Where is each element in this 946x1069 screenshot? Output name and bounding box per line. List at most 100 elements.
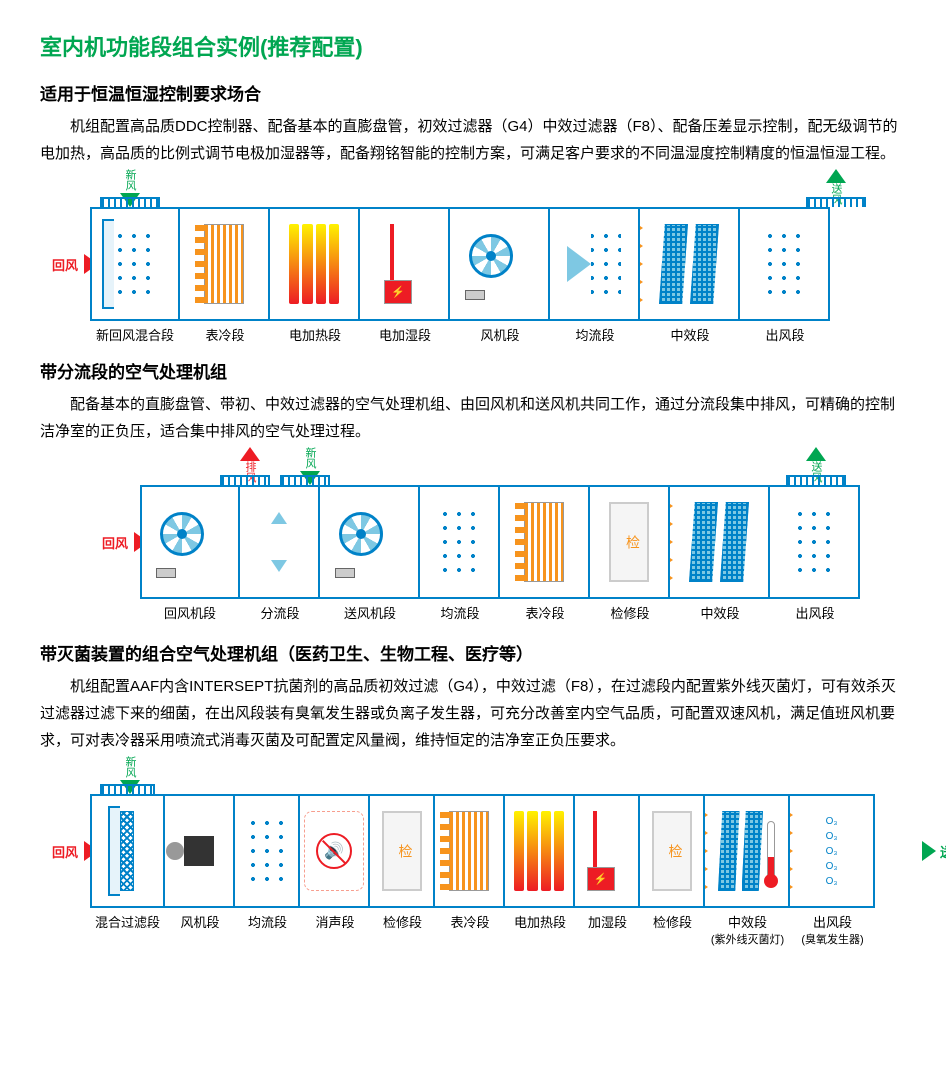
segment-inner xyxy=(92,796,163,906)
segment-box xyxy=(640,207,740,321)
segment-sublabel: (紫外线灭菌灯) xyxy=(705,931,790,947)
silencer-icon xyxy=(316,833,352,869)
segment-box xyxy=(435,794,505,908)
segment-box xyxy=(140,485,240,599)
segment-label: 中效段(紫外线灭菌灯) xyxy=(705,912,790,947)
segment-label: 电加热段 xyxy=(505,912,575,947)
prefilter-icon xyxy=(120,811,134,891)
segment-box xyxy=(640,794,705,908)
fan-icon xyxy=(160,512,220,572)
segment-box xyxy=(235,794,300,908)
supply-air-label-3: 送风 xyxy=(940,842,946,861)
segment-inner xyxy=(770,487,858,597)
supply-air-arrow-icon-2 xyxy=(806,447,826,461)
segment-inner xyxy=(142,487,238,597)
cooling-coil-icon xyxy=(449,811,489,891)
segment-inner xyxy=(505,796,573,906)
access-door-icon xyxy=(652,811,692,891)
segment-box xyxy=(300,794,370,908)
segment-box xyxy=(740,207,830,321)
supply-vent-icon-2 xyxy=(786,475,846,485)
airflow-dots-icon xyxy=(242,811,292,891)
segment-label: 表冷段 xyxy=(180,325,270,344)
fresh-air-label-2: 新风 xyxy=(304,447,316,471)
segment-label: 中效段 xyxy=(640,325,740,344)
diverge-icon xyxy=(259,512,299,572)
segment-inner xyxy=(165,796,233,906)
fresh-air-label: 新风 xyxy=(124,169,136,193)
segment-inner xyxy=(92,209,178,319)
diagram2-sections xyxy=(140,485,876,599)
segment-label: 均流段 xyxy=(550,325,640,344)
segment-box xyxy=(575,794,640,908)
inlet-icon xyxy=(108,806,120,896)
fan-icon xyxy=(339,512,399,572)
segment-label: 出风段(臭氧发生器) xyxy=(790,912,875,947)
cooling-coil-icon xyxy=(204,224,244,304)
segment-box xyxy=(590,485,670,599)
segment-inner xyxy=(235,796,298,906)
heater-icon xyxy=(289,224,339,304)
uv-lamp-icon xyxy=(767,821,775,881)
section3-title: 带灭菌装置的组合空气处理机组（医药卫生、生物工程、医疗等） xyxy=(40,640,906,665)
segment-label: 检修段 xyxy=(640,912,705,947)
fresh-air-label-3: 新风 xyxy=(124,756,136,780)
flow-arrow-icon xyxy=(567,246,591,282)
segment-label: 检修段 xyxy=(590,603,670,622)
airflow-dots-icon xyxy=(759,224,809,304)
segment-inner xyxy=(500,487,588,597)
diagram-2: 排风 新风 送风 回风 回风机段分流段送风机段均流段表冷段检修段中效段出风段 xyxy=(90,485,876,622)
ozone-icon: O₃O₃O₃O₃O₃ xyxy=(826,816,838,887)
segment-label: 新回风混合段 xyxy=(90,325,180,344)
segment-inner xyxy=(240,487,318,597)
humidifier-icon xyxy=(587,811,627,891)
cooling-coil-icon xyxy=(524,502,564,582)
segment-box xyxy=(90,207,180,321)
exhaust-arrow-icon xyxy=(240,447,260,461)
segment-label: 电加热段 xyxy=(270,325,360,344)
segment-inner xyxy=(590,487,668,597)
heater-icon xyxy=(514,811,564,891)
segment-inner xyxy=(705,796,788,906)
segment-inner xyxy=(550,209,638,319)
segment-inner xyxy=(450,209,548,319)
airflow-dots-icon xyxy=(789,502,839,582)
segment-box xyxy=(420,485,500,599)
segment-label: 表冷段 xyxy=(500,603,590,622)
segment-box xyxy=(450,207,550,321)
supply-air-arrow-icon xyxy=(826,169,846,183)
segment-label: 均流段 xyxy=(235,912,300,947)
filter-icon xyxy=(659,224,719,304)
segment-box xyxy=(505,794,575,908)
segment-label: 检修段 xyxy=(370,912,435,947)
supply-vent-icon xyxy=(806,197,866,207)
section1-title: 适用于恒温恒湿控制要求场合 xyxy=(40,80,906,105)
uv-arrows-icon xyxy=(670,497,675,587)
segment-inner xyxy=(640,209,738,319)
segment-box xyxy=(165,794,235,908)
segment-label: 出风段 xyxy=(740,325,830,344)
segment-inner xyxy=(575,796,638,906)
segment-inner xyxy=(435,796,503,906)
segment-box xyxy=(500,485,590,599)
segment-inner xyxy=(300,796,368,906)
section1-desc: 机组配置高品质DDC控制器、配备基本的直膨盘管，初效过滤器（G4）中效过滤器（F… xyxy=(40,113,906,167)
segment-inner xyxy=(370,796,433,906)
segment-inner xyxy=(670,487,768,597)
segment-box xyxy=(370,794,435,908)
segment-label: 混合过滤段 xyxy=(90,912,165,947)
segment-box xyxy=(180,207,270,321)
uv-arrows-icon xyxy=(790,806,795,896)
segment-label: 均流段 xyxy=(420,603,500,622)
segment-box: O₃O₃O₃O₃O₃ xyxy=(790,794,875,908)
segment-inner xyxy=(640,796,703,906)
supply-air-arrow-icon-3 xyxy=(922,841,936,861)
segment-box xyxy=(360,207,450,321)
segment-label: 加湿段 xyxy=(575,912,640,947)
section3-desc: 机组配置AAF内含INTERSEPT抗菌剂的高品质初效过滤（G4），中效过滤（F… xyxy=(40,673,906,754)
fresh-vent-icon-2 xyxy=(280,475,330,485)
access-door-icon xyxy=(609,502,649,582)
exhaust-vent-icon xyxy=(220,475,270,485)
uv-arrows-icon xyxy=(640,219,645,309)
section2-title: 带分流段的空气处理机组 xyxy=(40,358,906,383)
